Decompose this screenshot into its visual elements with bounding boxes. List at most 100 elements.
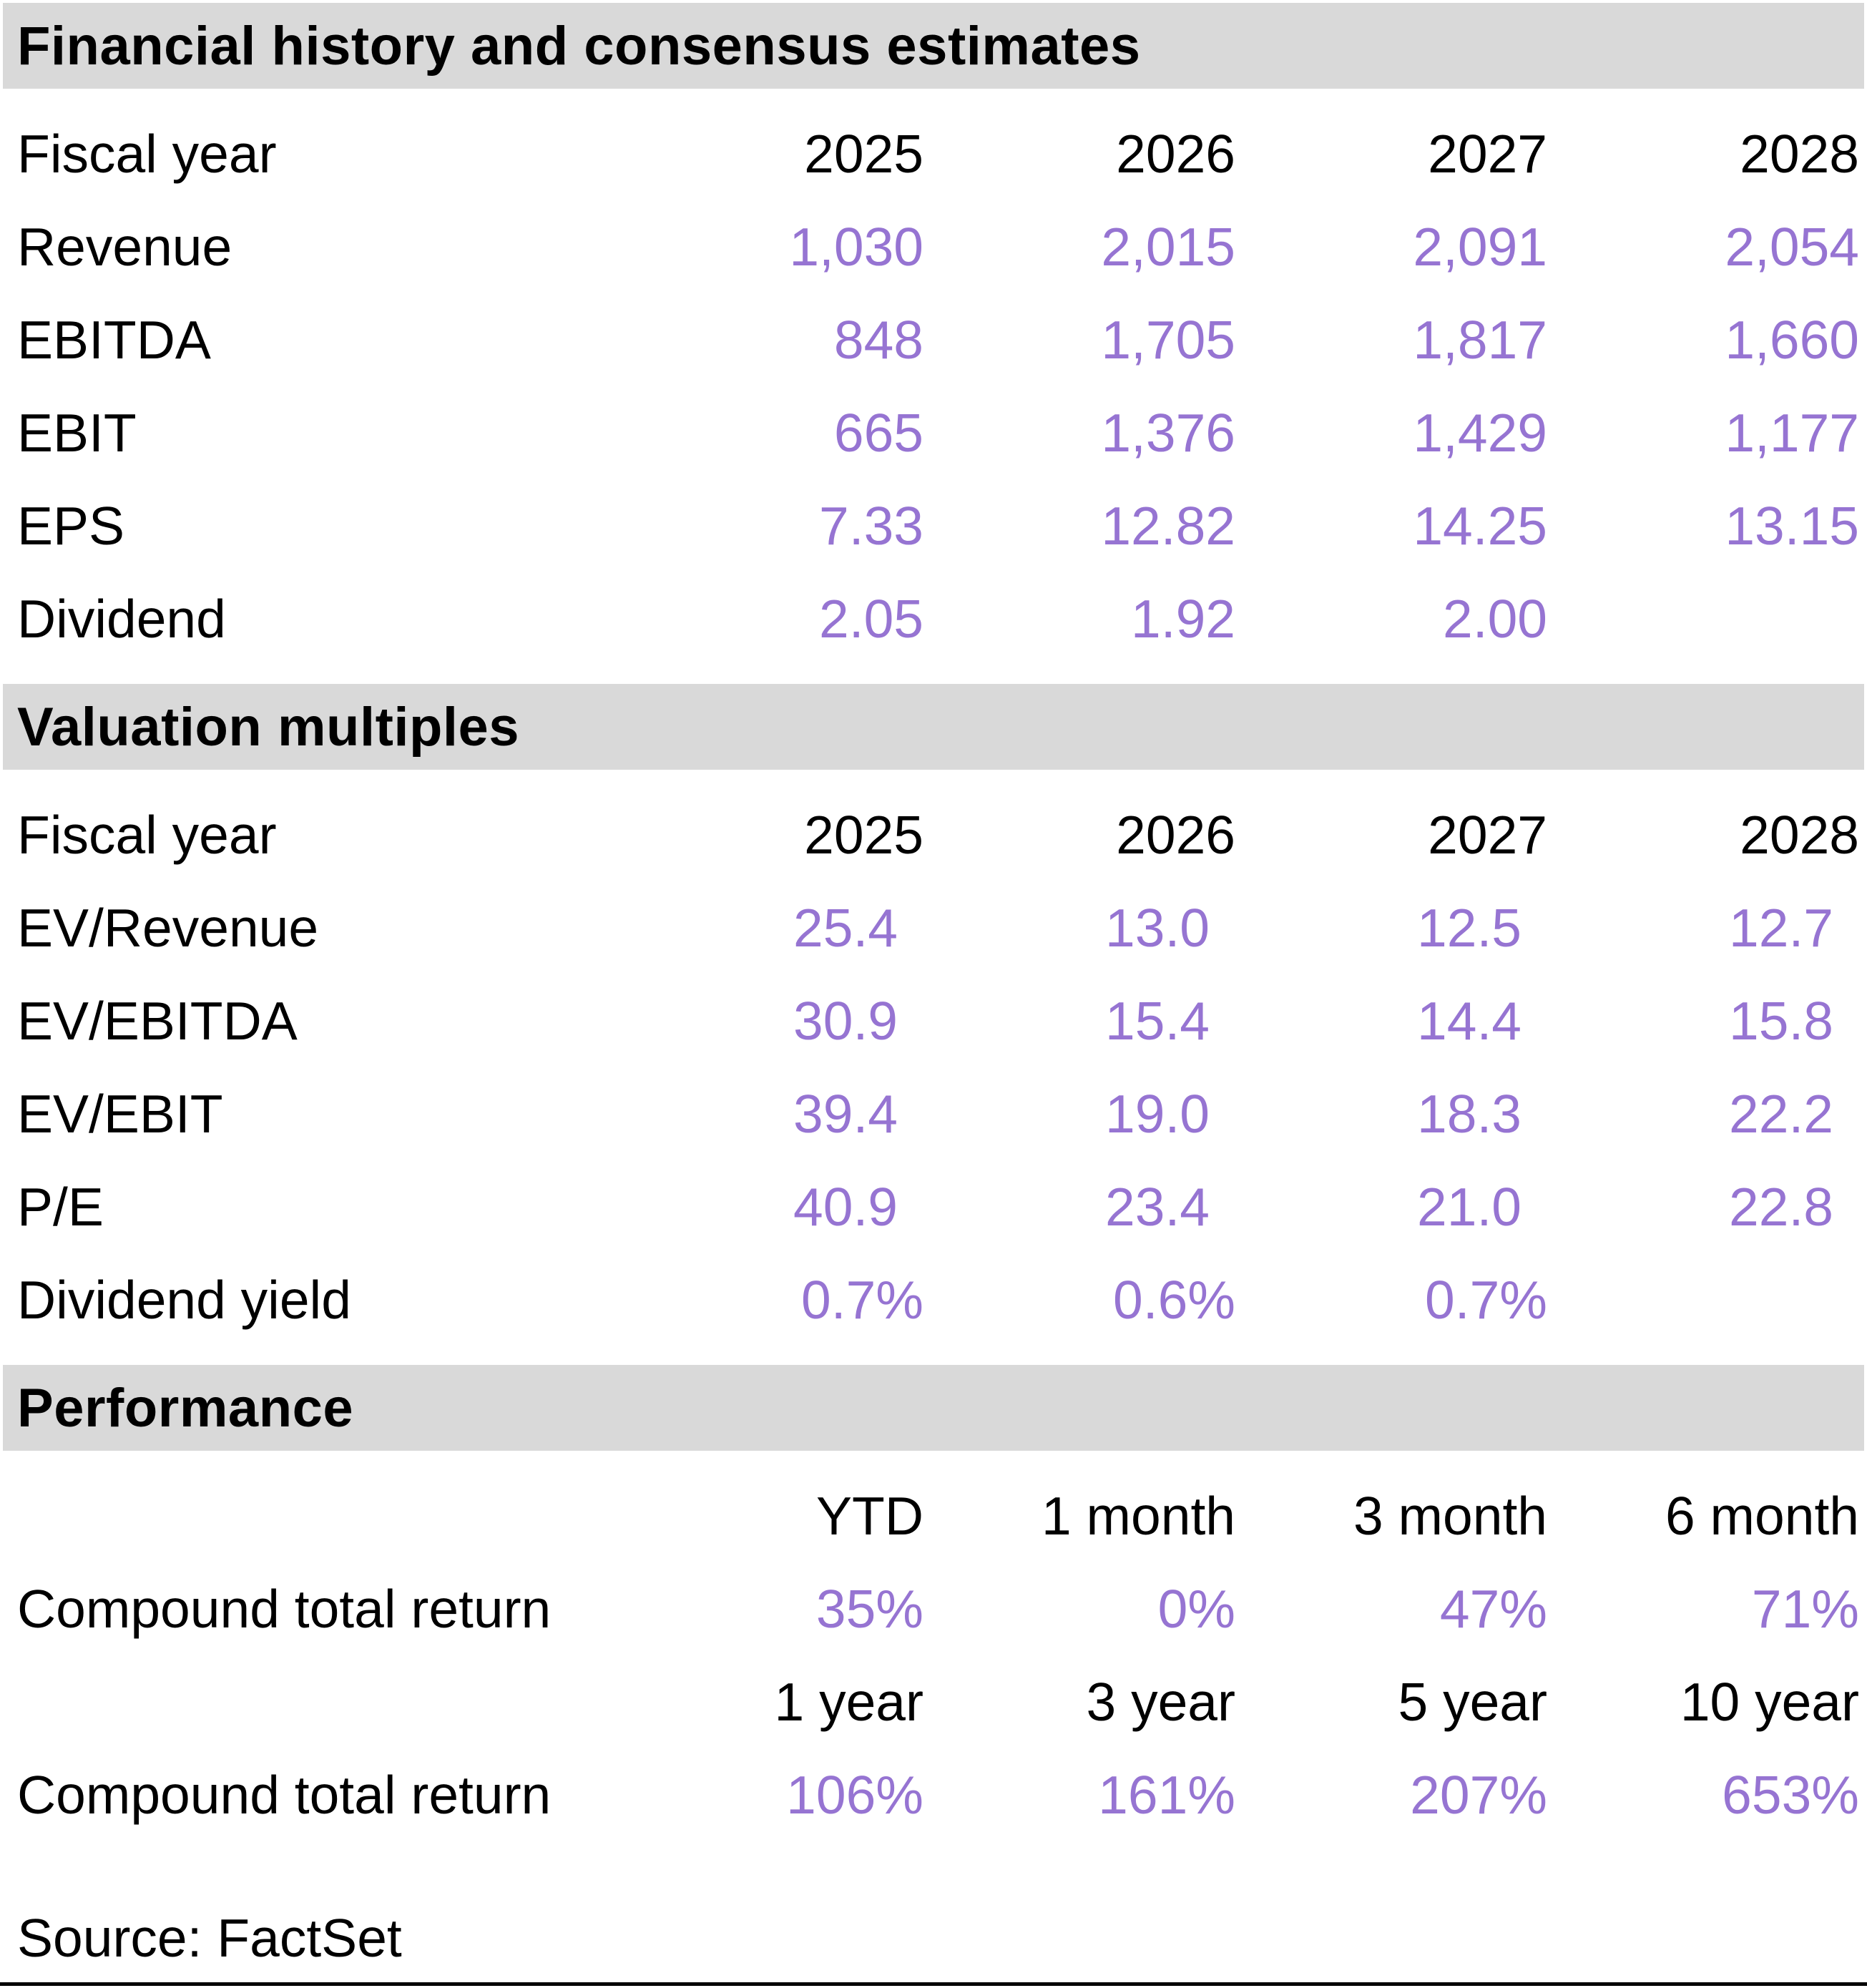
section-valuation-multiples: Valuation multiples Fiscal year 2025 202… bbox=[0, 684, 1867, 1346]
table-cell: 665 bbox=[833, 403, 923, 463]
table-cell: 71% bbox=[1751, 1579, 1859, 1639]
column-header: YTD bbox=[816, 1486, 923, 1546]
valuation-multiples-table: Fiscal year 2025 2026 2027 2028 EV/Reven… bbox=[0, 788, 1867, 1346]
column-header: 6 month bbox=[1665, 1486, 1859, 1546]
table-cell: 15.4 bbox=[1105, 991, 1210, 1051]
section-header-valuation-multiples: Valuation multiples bbox=[3, 684, 1864, 770]
section-financial-history: Financial history and consensus estimate… bbox=[0, 3, 1867, 665]
table-cell: 0.7% bbox=[1425, 1270, 1547, 1330]
column-header: 10 year bbox=[1680, 1672, 1859, 1732]
table-cell: 0.6% bbox=[1113, 1270, 1235, 1330]
column-header: 2028 bbox=[1740, 805, 1859, 865]
section-title: Financial history and consensus estimate… bbox=[17, 15, 1141, 77]
row-dividend-yield: Dividend yield 0.7% 0.6% 0.7% bbox=[0, 1253, 1867, 1346]
bottom-border bbox=[0, 1982, 1867, 1986]
section-title: Performance bbox=[17, 1377, 354, 1439]
column-header: 5 year bbox=[1398, 1672, 1547, 1732]
column-header: 2025 bbox=[804, 124, 923, 184]
row-label: Fiscal year bbox=[17, 124, 277, 184]
financial-history-table: Fiscal year 2025 2026 2027 2028 Revenue … bbox=[0, 107, 1867, 665]
row-ebitda: EBITDA 848 1,705 1,817 1,660 bbox=[0, 293, 1867, 386]
row-ev-ebit: EV/EBIT 39.4 19.0 18.3 22.2 bbox=[0, 1067, 1867, 1160]
source-note: Source: FactSet bbox=[17, 1908, 402, 1968]
column-header: 2028 bbox=[1740, 124, 1859, 184]
table-cell: 12.82 bbox=[1101, 496, 1235, 556]
column-header: 1 month bbox=[1042, 1486, 1235, 1546]
table-cell: 1,030 bbox=[789, 217, 923, 277]
row-fiscal-year-header: Fiscal year 2025 2026 2027 2028 bbox=[0, 788, 1867, 881]
table-cell: 22.8 bbox=[1729, 1177, 1833, 1237]
table-cell: 12.5 bbox=[1417, 898, 1521, 958]
table-cell: 23.4 bbox=[1105, 1177, 1210, 1237]
row-compound-return-short: Compound total return 35% 0% 47% 71% bbox=[0, 1562, 1867, 1655]
row-label: Revenue bbox=[17, 217, 232, 277]
row-ev-ebitda: EV/EBITDA 30.9 15.4 14.4 15.8 bbox=[0, 974, 1867, 1067]
row-fiscal-year-header: Fiscal year 2025 2026 2027 2028 bbox=[0, 107, 1867, 200]
row-label: Fiscal year bbox=[17, 805, 277, 865]
row-label: EBITDA bbox=[17, 310, 211, 370]
table-cell: 1.92 bbox=[1131, 589, 1235, 649]
table-cell: 12.7 bbox=[1729, 898, 1833, 958]
row-label: EV/EBITDA bbox=[17, 991, 298, 1051]
table-cell: 161% bbox=[1098, 1765, 1235, 1825]
row-eps: EPS 7.33 12.82 14.25 13.15 bbox=[0, 479, 1867, 572]
row-label: EPS bbox=[17, 496, 125, 556]
table-cell: 2,091 bbox=[1413, 217, 1547, 277]
financial-factsheet: Financial history and consensus estimate… bbox=[0, 3, 1867, 1986]
row-period-header-long: 1 year 3 year 5 year 10 year bbox=[0, 1655, 1867, 1748]
table-cell: 39.4 bbox=[793, 1084, 898, 1144]
column-header: 2027 bbox=[1428, 124, 1547, 184]
row-label: Dividend bbox=[17, 589, 226, 649]
row-compound-return-long: Compound total return 106% 161% 207% 653… bbox=[0, 1748, 1867, 1841]
table-cell: 14.4 bbox=[1417, 991, 1521, 1051]
table-cell: 2,015 bbox=[1101, 217, 1235, 277]
table-cell: 7.33 bbox=[819, 496, 923, 556]
table-cell: 35% bbox=[815, 1579, 923, 1639]
table-cell: 18.3 bbox=[1417, 1084, 1521, 1144]
section-header-financial-history: Financial history and consensus estimate… bbox=[3, 3, 1864, 89]
table-cell: 2,054 bbox=[1725, 217, 1859, 277]
table-cell: 2.00 bbox=[1443, 589, 1547, 649]
table-cell: 1,429 bbox=[1413, 403, 1547, 463]
table-cell: 22.2 bbox=[1729, 1084, 1833, 1144]
section-performance: Performance YTD 1 month 3 month 6 month … bbox=[0, 1365, 1867, 1841]
table-cell: 19.0 bbox=[1105, 1084, 1210, 1144]
section-title: Valuation multiples bbox=[17, 696, 520, 758]
column-header: 2027 bbox=[1428, 805, 1547, 865]
row-revenue: Revenue 1,030 2,015 2,091 2,054 bbox=[0, 200, 1867, 293]
column-header: 2026 bbox=[1116, 124, 1235, 184]
table-cell: 1,177 bbox=[1725, 403, 1859, 463]
column-header: 1 year bbox=[774, 1672, 923, 1732]
row-label: EV/EBIT bbox=[17, 1084, 223, 1144]
table-cell: 15.8 bbox=[1729, 991, 1833, 1051]
table-cell: 40.9 bbox=[793, 1177, 898, 1237]
table-cell: 2.05 bbox=[819, 589, 923, 649]
table-cell: 30.9 bbox=[793, 991, 898, 1051]
table-cell: 1,376 bbox=[1101, 403, 1235, 463]
row-label: Dividend yield bbox=[17, 1270, 351, 1330]
table-cell: 1,660 bbox=[1725, 310, 1859, 370]
row-ebit: EBIT 665 1,376 1,429 1,177 bbox=[0, 386, 1867, 479]
table-cell: 207% bbox=[1410, 1765, 1547, 1825]
table-cell: 653% bbox=[1722, 1765, 1859, 1825]
table-cell: 0.7% bbox=[801, 1270, 923, 1330]
row-label: P/E bbox=[17, 1177, 104, 1237]
row-ev-revenue: EV/Revenue 25.4 13.0 12.5 12.7 bbox=[0, 881, 1867, 974]
column-header: 3 year bbox=[1086, 1672, 1235, 1732]
table-cell: 1,705 bbox=[1101, 310, 1235, 370]
table-cell: 1,817 bbox=[1413, 310, 1547, 370]
table-cell: 106% bbox=[786, 1765, 923, 1825]
table-cell: 848 bbox=[833, 310, 923, 370]
table-cell: 21.0 bbox=[1417, 1177, 1521, 1237]
table-cell: 14.25 bbox=[1413, 496, 1547, 556]
row-label: EV/Revenue bbox=[17, 898, 319, 958]
table-cell: 13.15 bbox=[1725, 496, 1859, 556]
row-dividend: Dividend 2.05 1.92 2.00 bbox=[0, 572, 1867, 665]
row-label: EBIT bbox=[17, 403, 137, 463]
column-header: 2026 bbox=[1116, 805, 1235, 865]
section-header-performance: Performance bbox=[3, 1365, 1864, 1451]
table-cell: 25.4 bbox=[793, 898, 898, 958]
row-label: Compound total return bbox=[17, 1579, 552, 1639]
performance-table: YTD 1 month 3 month 6 month Compound tot… bbox=[0, 1469, 1867, 1841]
table-cell: 13.0 bbox=[1105, 898, 1210, 958]
